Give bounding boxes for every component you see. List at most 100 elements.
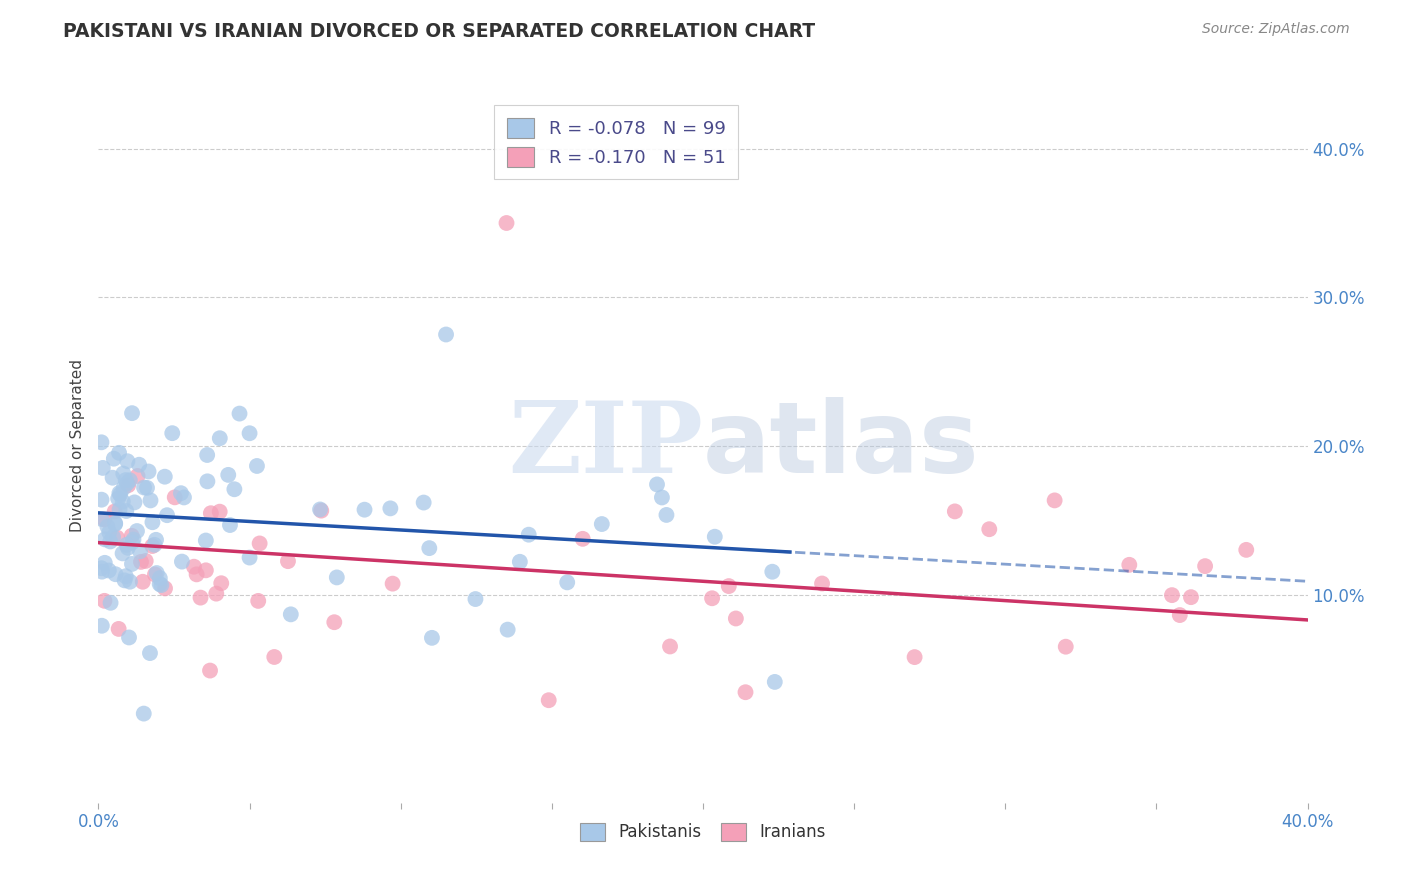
Point bbox=[645, 477, 668, 491]
Point bbox=[143, 538, 166, 552]
Point bbox=[143, 567, 166, 582]
Point bbox=[117, 454, 139, 468]
Point bbox=[132, 706, 155, 721]
Point bbox=[655, 508, 678, 522]
Text: ZIP: ZIP bbox=[508, 398, 703, 494]
Point bbox=[121, 557, 143, 571]
Point bbox=[138, 465, 160, 479]
Point bbox=[194, 563, 217, 577]
Point bbox=[555, 575, 578, 590]
Point bbox=[128, 458, 150, 472]
Point bbox=[153, 469, 176, 483]
Legend: Pakistanis, Iranians: Pakistanis, Iranians bbox=[574, 816, 832, 848]
Point bbox=[153, 582, 176, 596]
Point bbox=[979, 522, 1001, 536]
Point bbox=[108, 446, 131, 460]
Point bbox=[94, 556, 117, 570]
Point bbox=[1043, 493, 1066, 508]
Point bbox=[651, 491, 673, 505]
Point bbox=[170, 555, 193, 569]
Point bbox=[149, 577, 172, 591]
Point bbox=[326, 570, 349, 584]
Point bbox=[112, 481, 135, 495]
Point bbox=[209, 576, 232, 591]
Point bbox=[183, 559, 205, 574]
Point bbox=[228, 407, 250, 421]
Point bbox=[263, 650, 285, 665]
Point bbox=[101, 471, 124, 485]
Point bbox=[219, 518, 242, 533]
Point bbox=[117, 541, 139, 555]
Point bbox=[249, 536, 271, 550]
Point bbox=[1054, 640, 1077, 654]
Point bbox=[495, 216, 517, 230]
Point bbox=[309, 502, 332, 516]
Point bbox=[118, 631, 141, 645]
Point bbox=[93, 512, 115, 526]
Point bbox=[125, 524, 148, 538]
Point bbox=[98, 525, 121, 540]
Point bbox=[277, 554, 299, 568]
Point bbox=[208, 505, 231, 519]
Point bbox=[717, 579, 740, 593]
Point bbox=[1161, 588, 1184, 602]
Point bbox=[129, 555, 152, 569]
Point bbox=[434, 327, 457, 342]
Point bbox=[724, 611, 747, 625]
Point bbox=[198, 664, 221, 678]
Point bbox=[703, 530, 725, 544]
Point bbox=[464, 592, 486, 607]
Point bbox=[122, 533, 145, 547]
Point bbox=[591, 516, 613, 531]
Point bbox=[98, 534, 121, 549]
Point bbox=[1118, 558, 1140, 572]
Point bbox=[311, 503, 333, 517]
Point bbox=[246, 458, 269, 473]
Point bbox=[132, 574, 155, 589]
Point bbox=[141, 515, 163, 529]
Point bbox=[139, 646, 162, 660]
Point bbox=[114, 473, 136, 487]
Point bbox=[247, 594, 270, 608]
Point bbox=[111, 546, 134, 560]
Point bbox=[537, 693, 560, 707]
Point bbox=[811, 576, 834, 591]
Point bbox=[121, 535, 143, 549]
Point bbox=[90, 512, 112, 526]
Point bbox=[239, 426, 262, 441]
Point bbox=[132, 481, 155, 495]
Point bbox=[115, 504, 138, 518]
Point bbox=[156, 508, 179, 523]
Point bbox=[108, 487, 131, 501]
Point bbox=[105, 531, 128, 545]
Point bbox=[139, 493, 162, 508]
Point bbox=[170, 486, 193, 500]
Point bbox=[380, 501, 402, 516]
Point bbox=[353, 502, 375, 516]
Point bbox=[194, 533, 217, 548]
Point bbox=[145, 566, 167, 580]
Point bbox=[104, 567, 127, 582]
Point bbox=[107, 491, 129, 506]
Point bbox=[217, 467, 239, 482]
Point bbox=[412, 495, 434, 509]
Point bbox=[90, 619, 112, 633]
Text: Source: ZipAtlas.com: Source: ZipAtlas.com bbox=[1202, 22, 1350, 37]
Point bbox=[100, 596, 122, 610]
Point bbox=[200, 506, 222, 520]
Point bbox=[1168, 608, 1191, 623]
Point bbox=[114, 574, 136, 588]
Point bbox=[734, 685, 756, 699]
Point bbox=[94, 533, 117, 547]
Point bbox=[904, 650, 927, 665]
Point bbox=[127, 469, 149, 483]
Point bbox=[163, 491, 186, 505]
Point bbox=[571, 532, 593, 546]
Point bbox=[162, 426, 184, 441]
Point bbox=[943, 504, 966, 518]
Point bbox=[239, 550, 262, 565]
Point bbox=[208, 431, 231, 445]
Point bbox=[173, 491, 195, 505]
Point bbox=[496, 623, 519, 637]
Point bbox=[150, 578, 173, 592]
